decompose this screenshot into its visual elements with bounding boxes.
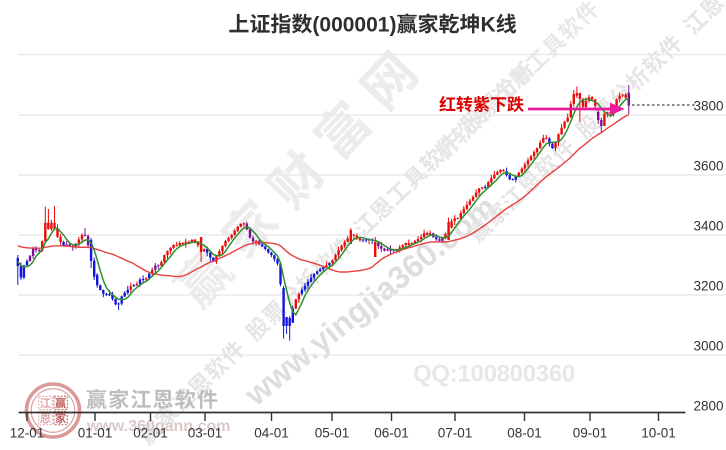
svg-text:3400: 3400 [693,219,723,234]
svg-text:(000001): (000001) [312,14,396,37]
svg-text:07-01: 07-01 [438,426,473,441]
svg-text:www.360gann.com: www.360gann.com [86,418,230,435]
svg-text:3000: 3000 [693,339,723,354]
svg-text:02-01: 02-01 [133,426,168,441]
svg-text:01-01: 01-01 [78,426,113,441]
svg-text:3600: 3600 [693,159,723,174]
svg-text:05-01: 05-01 [315,426,350,441]
svg-text:03-01: 03-01 [188,426,223,441]
svg-text:3200: 3200 [693,279,723,294]
svg-text:04-01: 04-01 [254,426,289,441]
svg-text:06-01: 06-01 [374,426,409,441]
svg-text:12-01: 12-01 [10,426,45,441]
svg-text:QQ:100800360: QQ:100800360 [413,361,575,388]
svg-text:10-01: 10-01 [641,426,676,441]
svg-text:08-01: 08-01 [507,426,542,441]
svg-text:09-01: 09-01 [573,426,608,441]
svg-text:2800: 2800 [693,399,723,414]
svg-text:K: K [481,14,496,37]
svg-text:3800: 3800 [693,99,723,114]
